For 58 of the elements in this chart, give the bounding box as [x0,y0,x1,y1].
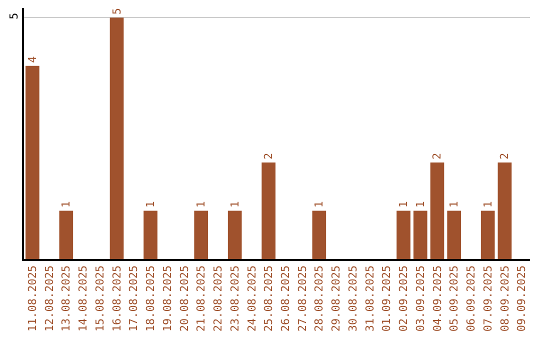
data-label: 1 [414,201,427,208]
data-label: 1 [228,201,242,208]
x-tick-label: 09.09.2025 [515,265,528,332]
bar [110,18,124,259]
data-label: 2 [498,152,512,160]
bar [194,210,208,259]
x-tick-label: 18.08.2025 [144,265,158,332]
x-tick-label: 05.09.2025 [448,265,461,332]
x-tick-label: 24.08.2025 [245,265,258,332]
x-tick-label: 17.08.2025 [127,265,140,332]
x-tick-label: 29.08.2025 [330,265,343,332]
x-tick-label: 26.08.2025 [279,265,292,332]
bar [312,210,326,259]
x-tick-label: 12.08.2025 [42,265,56,332]
x-tick-label: 07.09.2025 [481,265,494,332]
data-label: 1 [481,201,494,208]
x-tick-label: 23.08.2025 [228,265,242,332]
x-tick-label: 19.08.2025 [160,265,174,332]
x-tick-label: 21.08.2025 [194,265,208,332]
data-label: 2 [262,152,276,160]
bar [498,162,512,259]
bar [262,162,276,259]
bar [228,210,242,259]
data-label: 5 [110,8,124,15]
bar [396,210,410,259]
bar [144,210,158,259]
bar [430,162,444,259]
x-tick-label: 30.08.2025 [346,265,360,332]
x-tick-label: 31.08.2025 [363,265,376,332]
data-label: 1 [397,201,410,208]
data-label: 2 [430,152,444,160]
bar [26,66,40,259]
bar [447,210,462,259]
x-tick-label: 04.09.2025 [430,265,444,332]
data-label: 4 [26,56,39,63]
x-tick-label: 01.09.2025 [380,265,394,332]
bar [59,210,74,259]
x-tick-label: 14.08.2025 [76,265,90,332]
x-tick-label: 11.08.2025 [26,265,40,332]
data-label: 1 [60,201,73,208]
data-label: 1 [144,201,157,208]
x-tick-label: 02.09.2025 [397,265,410,332]
data-label: 1 [312,201,326,208]
data-label: 1 [448,201,461,208]
x-tick-label: 22.08.2025 [212,265,225,332]
x-tick-label: 13.08.2025 [60,265,73,332]
x-tick-label: 28.08.2025 [312,265,326,332]
x-tick-label: 03.09.2025 [414,265,427,332]
bar [480,210,495,259]
x-tick-label: 06.09.2025 [464,265,478,332]
x-tick-label: 08.09.2025 [498,265,512,332]
x-tick-label: 15.08.2025 [93,265,106,332]
x-tick-label: 16.08.2025 [110,265,124,332]
data-label: 1 [194,201,208,208]
x-tick-label: 27.08.2025 [296,265,309,332]
x-tick-label: 20.08.2025 [178,265,191,332]
bar [413,210,428,259]
x-tick-label: 25.08.2025 [262,265,276,332]
